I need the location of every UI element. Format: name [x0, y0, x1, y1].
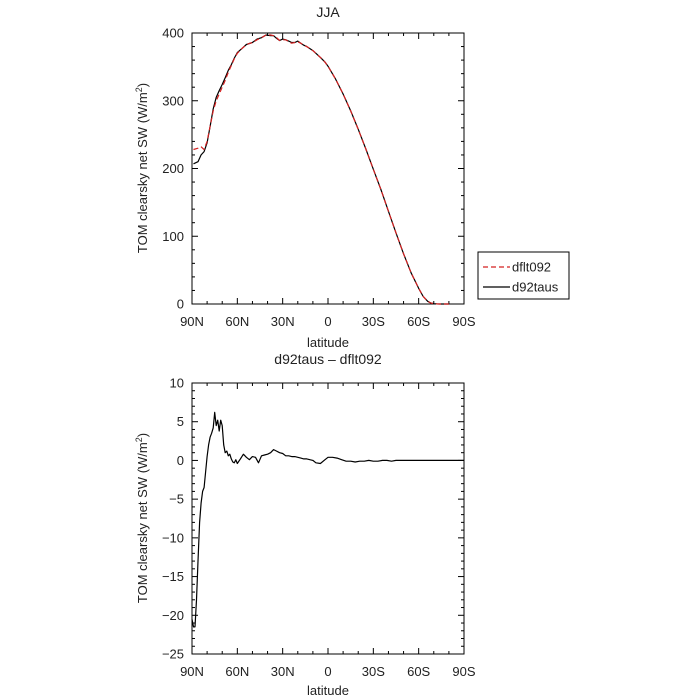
- legend-label-d92taus: d92taus: [512, 280, 559, 295]
- plot-frame: [191, 382, 465, 655]
- x-tick-label: 60N: [225, 664, 249, 679]
- y-tick-label: −25: [162, 647, 184, 662]
- x-tick-label: 60S: [407, 664, 430, 679]
- y-tick-label: −5: [169, 492, 184, 507]
- chart-title: JJA: [316, 4, 340, 20]
- chart-title: d92taus – dflt092: [274, 351, 382, 367]
- x-tick-label: 60S: [407, 314, 430, 329]
- chart-panel-1: 90N 60N 30N 0 30S 60S 90S 0 100 200 300 400 JJA latit…: [134, 4, 570, 350]
- y-tick-label: 0: [177, 453, 184, 468]
- legend: dflt092 d92taus: [477, 251, 570, 300]
- y-tick-label: 5: [177, 414, 184, 429]
- y-axis-label: TOM clearsky net SW (W/m2): [134, 83, 150, 253]
- y-axis-label: TOM clearsky net SW (W/m2): [134, 433, 150, 603]
- series-line-d92taus: [193, 34, 449, 305]
- x-tick-label: 30S: [362, 314, 385, 329]
- series-line-dflt092: [193, 34, 449, 305]
- x-tick-label: 60N: [225, 314, 249, 329]
- plot-frame: [191, 32, 465, 305]
- y-tick-label: 200: [162, 161, 184, 176]
- x-tick-label: 30N: [271, 664, 295, 679]
- x-tick-label: 90S: [452, 664, 475, 679]
- y-tick-label: −10: [162, 530, 184, 545]
- y-tick-label: 0: [177, 297, 184, 312]
- x-axis-label: latitude: [307, 335, 349, 350]
- chart-panel-2: 90N 60N 30N 0 30S 60S 90S −25 −20 −15 −10 −5 0 5 10 d92…: [134, 351, 476, 698]
- series-line-difference: [191, 411, 464, 628]
- x-tick-label: 30S: [362, 664, 385, 679]
- legend-label-dflt092: dflt092: [512, 260, 551, 275]
- x-axis-label: latitude: [307, 683, 349, 698]
- y-tick-label: −15: [162, 569, 184, 584]
- x-tick-label: 30N: [271, 314, 295, 329]
- x-tick-label: 0: [324, 664, 331, 679]
- x-tick-label: 90N: [180, 664, 204, 679]
- x-tick-label: 90S: [452, 314, 475, 329]
- y-tick-label: 100: [162, 229, 184, 244]
- x-tick-label: 90N: [180, 314, 204, 329]
- x-tick-label: 0: [324, 314, 331, 329]
- y-tick-label: 400: [162, 26, 184, 41]
- y-tick-label: 300: [162, 93, 184, 108]
- y-tick-label: 10: [170, 376, 184, 391]
- legend-box: [477, 251, 570, 300]
- y-tick-label: −20: [162, 608, 184, 623]
